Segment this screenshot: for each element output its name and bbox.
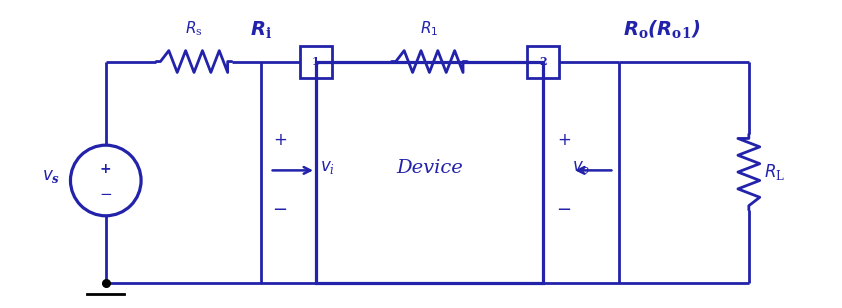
Text: $\bfit{R}_\mathregular{o}(\bfit{R}_\mathregular{o1})$: $\bfit{R}_\mathregular{o}(\bfit{R}_\math…: [623, 18, 700, 41]
Text: +: +: [273, 131, 287, 149]
Bar: [300, 46, 332, 78]
Bar: [316, 62, 543, 283]
Text: $R_\mathregular{s}$: $R_\mathregular{s}$: [185, 19, 203, 38]
Text: $v_\mathregular{s}$: $v_\mathregular{s}$: [42, 168, 61, 185]
Text: $R_\mathregular{L}$: $R_\mathregular{L}$: [764, 162, 785, 182]
Text: $R_1$: $R_1$: [420, 19, 439, 38]
Text: $v_\mathregular{i}$: $v_\mathregular{i}$: [320, 159, 335, 176]
Text: −: −: [557, 201, 572, 219]
Text: −: −: [99, 187, 112, 202]
Bar: [527, 46, 559, 78]
Text: 2: 2: [539, 56, 546, 67]
Text: $\bfit{R}_\mathregular{i}$: $\bfit{R}_\mathregular{i}$: [250, 19, 272, 41]
Text: 1: 1: [312, 56, 320, 67]
Text: +: +: [557, 131, 571, 149]
Text: Device: Device: [396, 159, 463, 177]
Text: $v_\mathregular{o}$: $v_\mathregular{o}$: [573, 159, 590, 176]
Text: −: −: [272, 201, 287, 219]
Text: +: +: [100, 162, 112, 176]
